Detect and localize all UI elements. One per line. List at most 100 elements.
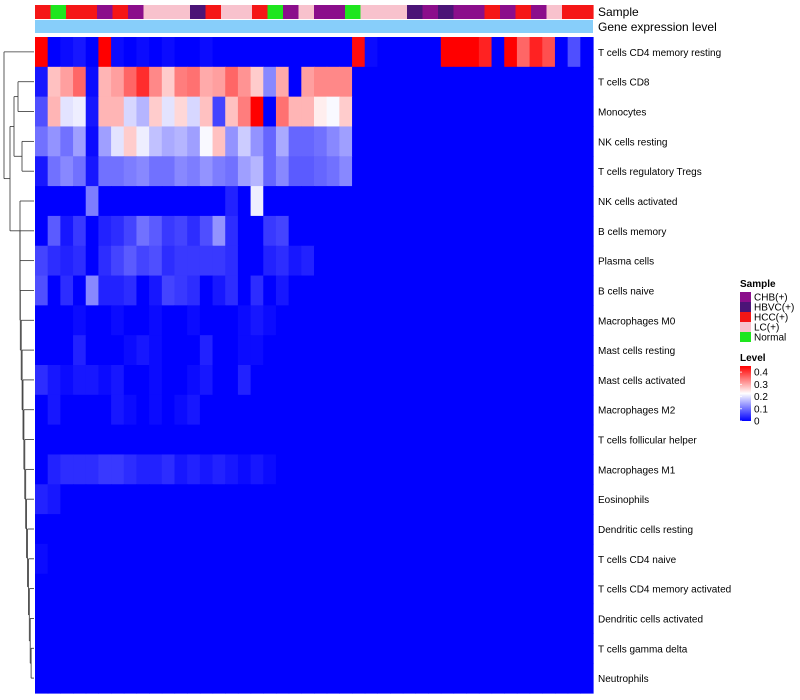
heat-cell xyxy=(263,454,277,485)
heat-cell xyxy=(415,454,429,485)
heat-cell xyxy=(123,394,138,426)
heat-cell xyxy=(225,37,239,68)
heat-cell xyxy=(161,66,176,98)
heat-cell xyxy=(314,603,328,634)
heat-cell xyxy=(440,335,455,366)
heat-cell xyxy=(187,663,201,694)
heat-cell xyxy=(111,245,125,277)
row-label: T cells regulatory Tregs xyxy=(598,167,702,178)
heat-cell xyxy=(123,424,138,456)
heat-cell xyxy=(402,454,417,485)
heat-cell xyxy=(478,365,493,396)
heat-cell xyxy=(554,126,569,157)
heat-cell xyxy=(98,454,112,485)
heat-cell xyxy=(339,37,353,68)
heat-cell xyxy=(187,424,201,456)
sample-annotation-cell xyxy=(35,5,52,19)
heat-cell xyxy=(453,573,467,605)
heat-cell xyxy=(275,424,290,456)
heat-cell xyxy=(580,335,594,366)
heat-cell xyxy=(453,365,467,396)
heat-cell xyxy=(149,424,163,456)
sample-annotation-cell xyxy=(391,5,408,19)
heat-cell xyxy=(402,275,417,306)
heat-cell xyxy=(85,156,100,187)
heat-cell xyxy=(326,305,340,336)
heat-cell xyxy=(554,305,569,336)
heat-cell xyxy=(516,484,531,515)
heat-cell xyxy=(47,394,61,426)
heat-cell xyxy=(225,96,239,128)
heat-cell xyxy=(174,663,188,694)
heat-cell xyxy=(123,305,138,336)
heat-cell xyxy=(111,543,125,575)
heat-cell xyxy=(402,424,417,456)
heat-cell xyxy=(187,365,201,396)
row-label: Macrophages M1 xyxy=(598,465,676,476)
heat-cell xyxy=(73,365,87,396)
heat-cell xyxy=(98,215,112,247)
sample-annotation-cell xyxy=(469,5,486,19)
heat-cell xyxy=(428,66,442,98)
heat-cell xyxy=(478,484,493,515)
heat-cell xyxy=(35,603,49,634)
heat-cell xyxy=(301,454,315,485)
heat-cell xyxy=(263,514,277,545)
heat-cell xyxy=(85,335,100,366)
heat-cell xyxy=(478,603,493,634)
heat-cell xyxy=(174,305,188,336)
heat-cell xyxy=(390,186,404,217)
heat-cell xyxy=(352,543,366,575)
heat-cell xyxy=(390,365,404,396)
heat-cell xyxy=(402,484,417,515)
heat-cell xyxy=(301,96,315,128)
heat-cell xyxy=(47,126,61,157)
sample-legend-swatch xyxy=(740,292,751,302)
heat-cell xyxy=(85,245,100,277)
heat-cell xyxy=(491,454,505,485)
heat-cell xyxy=(187,96,201,128)
heat-cell xyxy=(314,573,328,605)
heat-cell xyxy=(364,573,379,605)
heat-cell xyxy=(174,186,188,217)
heat-cell xyxy=(60,215,74,247)
heat-cell xyxy=(402,394,417,426)
heat-cell xyxy=(326,484,340,515)
heat-cell xyxy=(111,394,125,426)
heat-cell xyxy=(111,186,125,217)
heat-cell xyxy=(453,126,467,157)
heat-cell xyxy=(85,96,100,128)
heat-cell xyxy=(288,454,302,485)
row-label: T cells CD4 naive xyxy=(598,555,677,566)
heat-cell xyxy=(225,663,239,694)
heat-cell xyxy=(567,543,581,575)
heat-cell xyxy=(516,275,531,306)
heat-cell xyxy=(98,66,112,98)
heat-cell xyxy=(85,663,100,694)
heat-cell xyxy=(250,663,264,694)
heat-cell xyxy=(529,573,543,605)
heat-cell xyxy=(466,275,480,306)
heat-cell xyxy=(35,156,49,187)
heat-cell xyxy=(491,66,505,98)
heat-cell xyxy=(301,573,315,605)
heat-cell xyxy=(314,663,328,694)
heat-cell xyxy=(288,603,302,634)
heat-cell xyxy=(149,663,163,694)
heat-cell xyxy=(542,633,556,664)
heat-cell xyxy=(453,156,467,187)
sample-legend-swatch xyxy=(740,312,751,322)
heat-cell xyxy=(275,454,290,485)
heat-cell xyxy=(187,156,201,187)
heat-cell xyxy=(453,186,467,217)
heat-cell xyxy=(136,365,150,396)
heat-cell xyxy=(529,484,543,515)
heat-cell xyxy=(60,394,74,426)
heat-cell xyxy=(149,275,163,306)
heat-cell xyxy=(275,543,290,575)
heat-cell xyxy=(225,424,239,456)
heat-cell xyxy=(415,394,429,426)
heat-cell xyxy=(567,186,581,217)
heat-cell xyxy=(301,305,315,336)
heat-cell xyxy=(60,275,74,306)
